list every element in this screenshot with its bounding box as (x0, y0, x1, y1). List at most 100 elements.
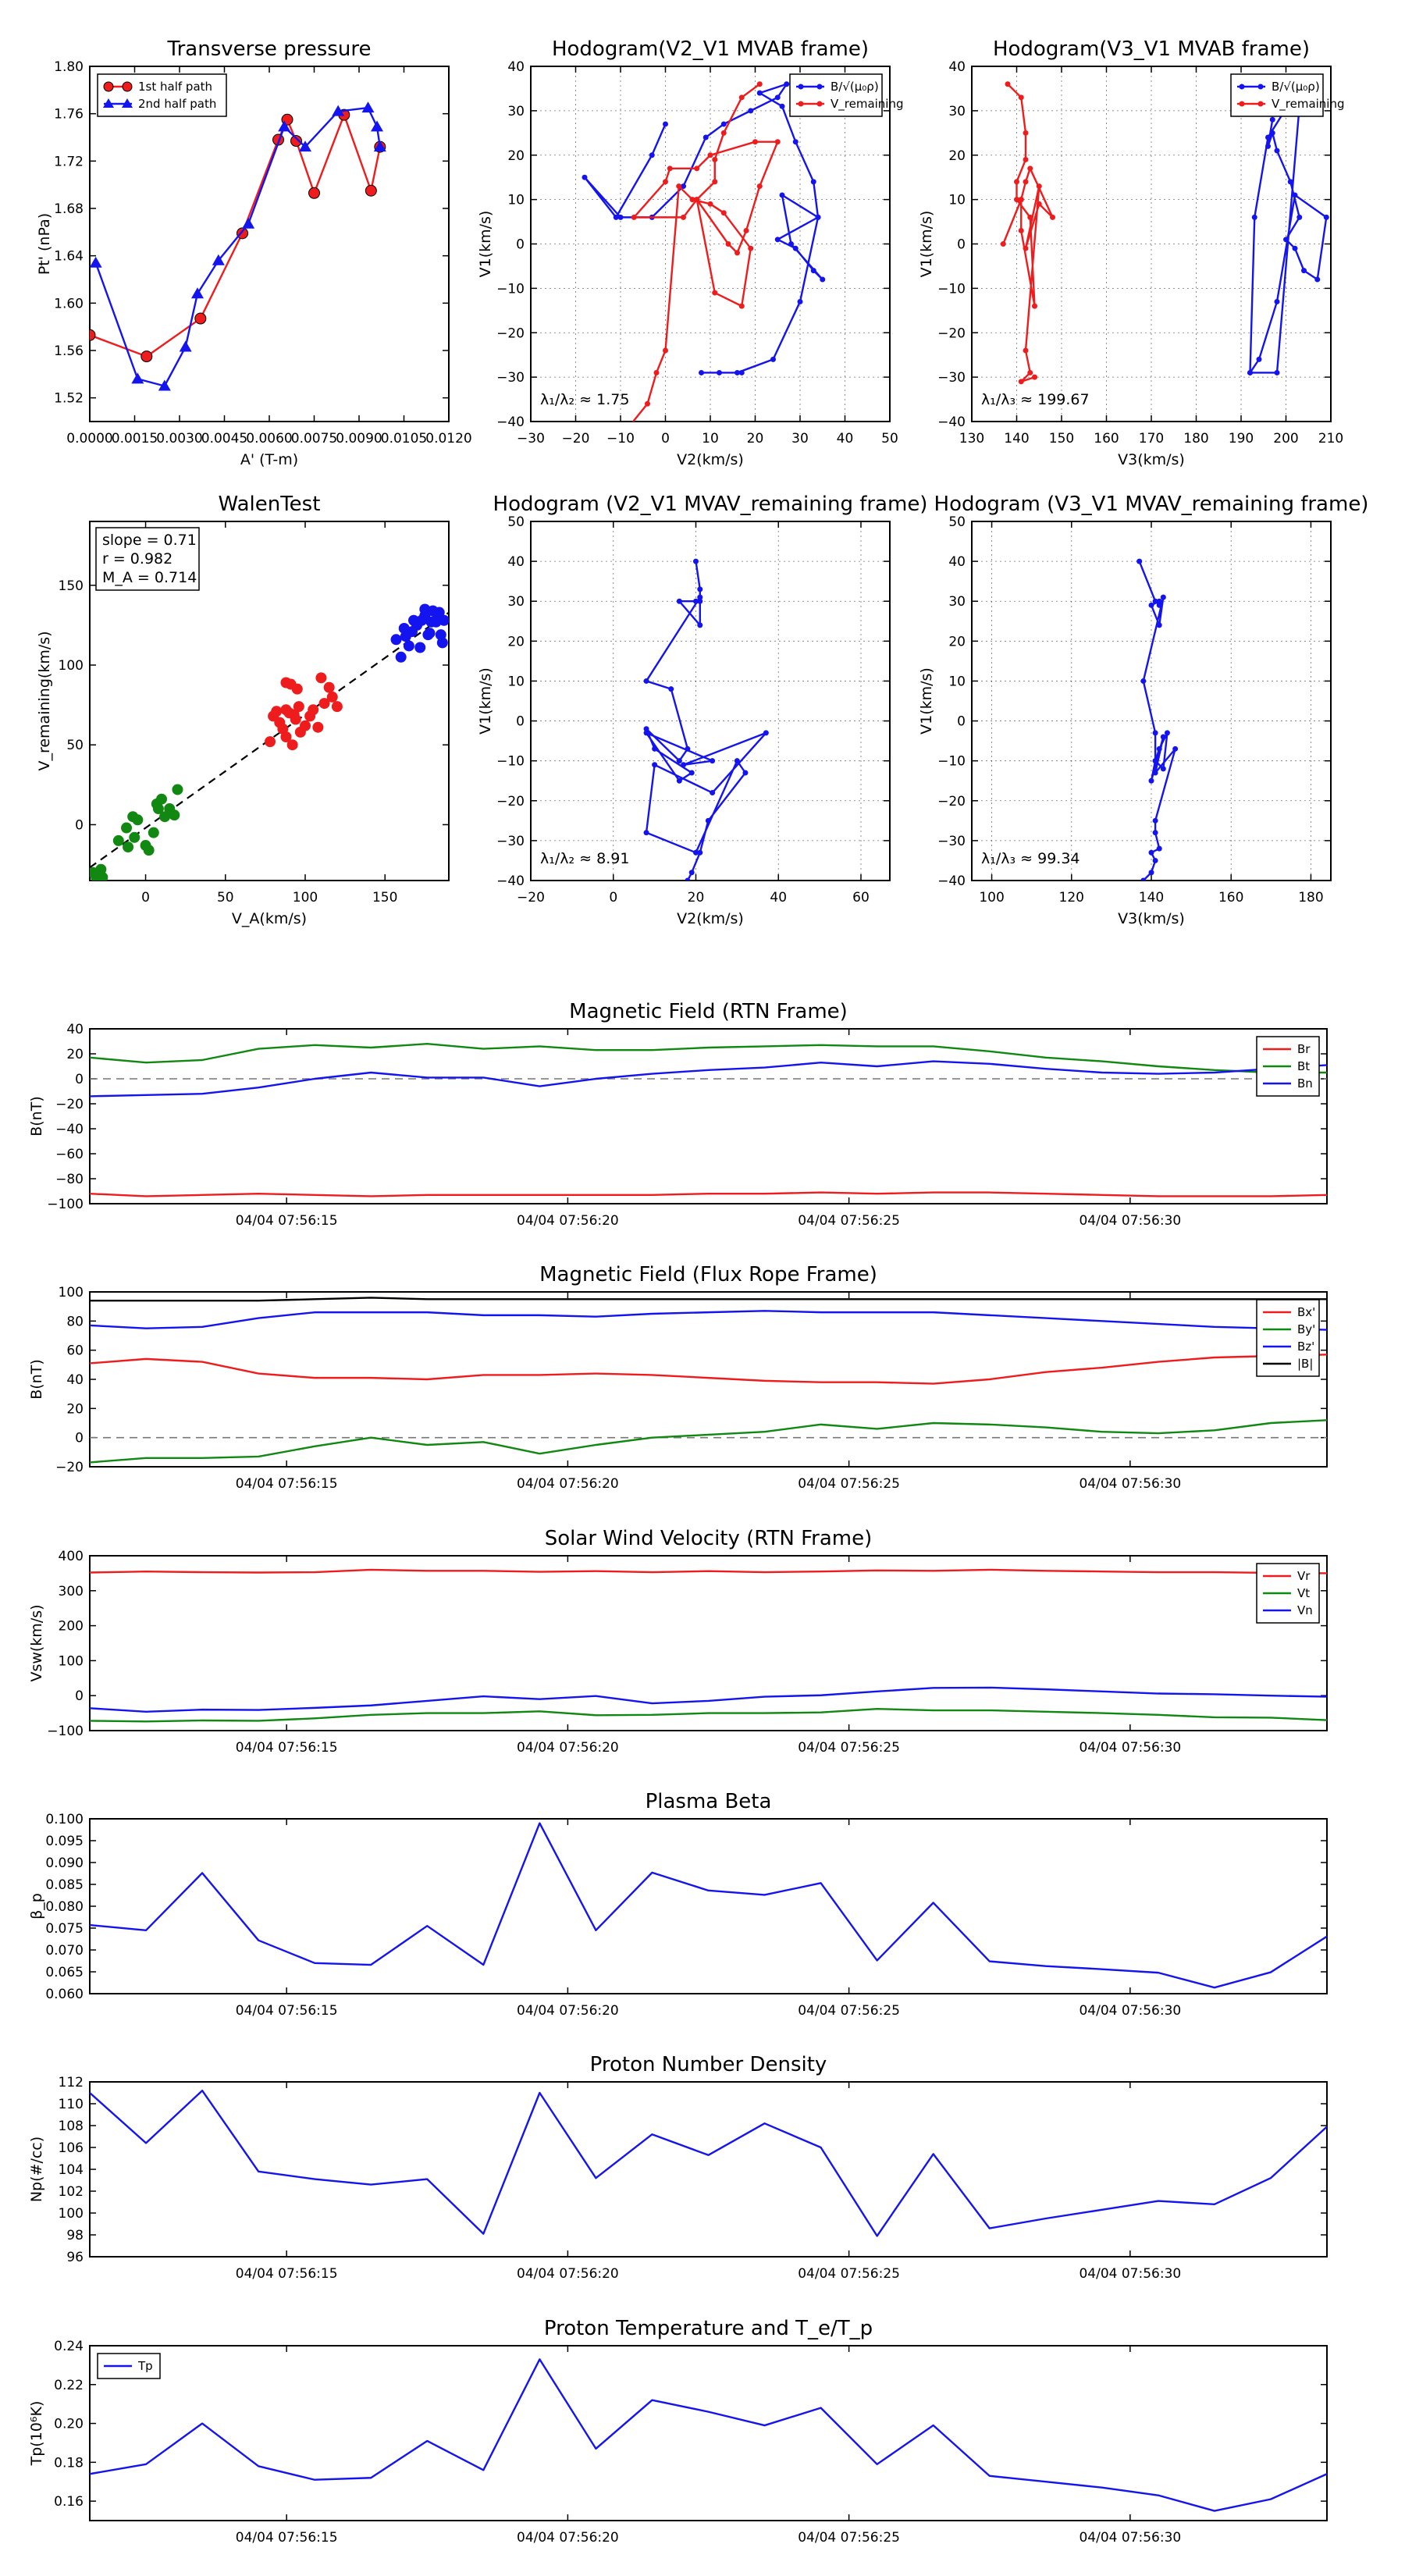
data-marker (1160, 594, 1166, 600)
x-tick-label: 04/04 07:56:30 (1079, 1740, 1181, 1756)
y-tick-label: 20 (66, 1401, 84, 1417)
plot-frame (89, 1818, 1328, 1994)
legend: Tp (97, 2353, 161, 2379)
y-tick-label: 0 (75, 1688, 84, 1704)
data-marker (1247, 369, 1253, 375)
legend-label: B/√(μ₀ρ) (831, 80, 879, 94)
plot-frame (89, 1028, 1328, 1204)
data-marker (712, 290, 718, 296)
data-marker (779, 192, 785, 198)
legend-label: V_remaining (831, 97, 904, 112)
data-marker (752, 139, 758, 145)
data-marker (652, 762, 658, 768)
x-tick-label: 04/04 07:56:20 (517, 2266, 619, 2282)
plot-frame (89, 1555, 1328, 1731)
y-tick-label: 1.60 (54, 296, 84, 311)
data-marker (1152, 598, 1158, 604)
y-tick-label: 300 (59, 1584, 84, 1599)
chart-panel: Magnetic Field (RTN Frame) −100 −80 −60 −40 −… (28, 1000, 1328, 1229)
x-tick-label: 04/04 07:56:25 (798, 2003, 900, 2019)
data-marker (1301, 268, 1307, 274)
scatter-point (271, 706, 283, 717)
chart-title: Hodogram(V3_V1 MVAB frame) (993, 37, 1310, 61)
x-tick-label: 50 (217, 890, 234, 906)
legend-label: 2nd half path (138, 97, 216, 111)
data-marker (699, 369, 704, 375)
y-tick-label: −40 (937, 873, 966, 889)
data-marker (1314, 276, 1321, 283)
plot-area (90, 1042, 1327, 1197)
scatter-point (290, 713, 301, 725)
data-marker (361, 101, 375, 113)
data-marker (1292, 245, 1298, 251)
y-axis-label: V1(km/s) (918, 667, 935, 735)
y-tick-label: 20 (507, 634, 525, 649)
data-marker (1269, 116, 1275, 123)
chart-panel: Proton Number Density 96 98 100 102 104 106 108… (28, 2053, 1328, 2282)
plot-area (90, 1822, 1327, 1989)
x-tick-label: 140 (1139, 890, 1164, 906)
data-marker (1036, 201, 1042, 207)
chart-panel: Transverse pressure 1.52 1.56 1.60 1.64 1.68 1… (36, 37, 472, 468)
x-tick-label: 04/04 07:56:25 (798, 1476, 900, 1492)
scatter-point (143, 845, 155, 856)
y-tick-label: −10 (937, 281, 966, 297)
data-marker (1152, 830, 1158, 836)
x-tick-label: 0.0075 (291, 431, 337, 447)
scatter-point (436, 637, 448, 649)
annotation-text: λ₁/λ₂ ≈ 1.75 (540, 391, 629, 408)
scatter-point (172, 784, 183, 795)
scatter-point (390, 634, 402, 646)
data-marker (738, 369, 745, 375)
y-tick-label: −20 (55, 1097, 84, 1112)
y-axis-label: B(nT) (28, 1096, 45, 1137)
legend-marker (816, 84, 823, 90)
y-axis-label: Vsw(km/s) (28, 1604, 45, 1681)
chart-title: Magnetic Field (Flux Rope Frame) (539, 1263, 877, 1286)
legend-marker (1257, 101, 1264, 107)
x-tick-label: 20 (688, 890, 705, 906)
plot-area (90, 1297, 1327, 1464)
data-marker (1152, 857, 1158, 863)
scatter-point (121, 822, 133, 834)
series-line (90, 1191, 1327, 1197)
y-axis-label: B(nT) (28, 1359, 45, 1400)
data-marker (1014, 179, 1019, 185)
data-marker (1164, 730, 1170, 736)
y-tick-label: 112 (59, 2075, 84, 2090)
plot-area (90, 2358, 1327, 2512)
data-marker (720, 121, 727, 127)
series-line (90, 1354, 1327, 1385)
data-marker (365, 184, 377, 197)
scatter-point (433, 607, 445, 618)
chart-panel: Plasma Beta 0.060 0.065 0.070 0.075 0.080 0.08… (28, 1790, 1328, 2019)
data-marker (712, 156, 718, 162)
data-marker (710, 790, 716, 796)
data-marker (779, 103, 785, 109)
y-tick-label: 100 (59, 1653, 84, 1669)
scatter-point (323, 681, 335, 693)
data-marker (237, 227, 248, 240)
legend: Bx' By' Bz' |B| (1256, 1299, 1320, 1377)
data-marker (668, 686, 674, 692)
y-tick-label: 0.060 (45, 1987, 84, 2002)
x-tick-label: 0.0120 (425, 431, 471, 447)
data-marker (1274, 369, 1280, 375)
series-line (90, 1708, 1327, 1723)
legend-box (1230, 73, 1324, 117)
data-marker (1269, 130, 1275, 136)
y-tick-label: 0.22 (54, 2378, 84, 2393)
y-tick-label: −30 (937, 834, 966, 849)
plot-frame (530, 521, 891, 881)
legend-label: Tp (137, 2359, 153, 2373)
plot-frame (89, 521, 450, 881)
scatter-point (403, 640, 414, 652)
y-tick-label: 150 (59, 578, 84, 594)
y-tick-label: 0 (516, 237, 525, 253)
chart-title: Proton Temperature and T_e/T_p (544, 2317, 873, 2340)
data-marker (290, 135, 302, 148)
series-line (90, 1419, 1327, 1464)
data-marker (1136, 558, 1143, 564)
chart-title: Solar Wind Velocity (RTN Frame) (545, 1527, 872, 1550)
y-tick-label: 1.68 (54, 201, 84, 217)
